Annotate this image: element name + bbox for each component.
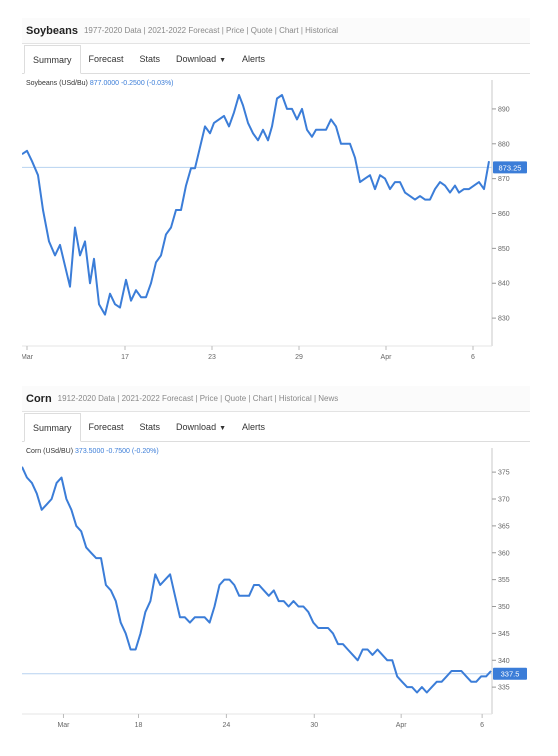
soybeans-x-tick-label: Apr (381, 354, 393, 361)
corn-x-tick-label: Mar (57, 722, 70, 729)
corn-current-price-label: 337.5 (501, 670, 520, 679)
soybeans-y-tick-label: 890 (498, 106, 510, 113)
corn-series-line (22, 466, 492, 694)
corn-chart-area: 335 340 345 350 355 360 365 370 375 Mar 18 24 30 Apr 6… (22, 442, 530, 732)
caret-down-icon: ▼ (219, 425, 227, 432)
corn-legend-value: 373.5000 -0.7500 (-0.20%) (75, 448, 159, 455)
corn-title: Corn (26, 392, 52, 405)
soybeans-chart-area: 830 840 850 860 870 880 890 Mar 17 23 29 Apr 6 873.25… (22, 74, 530, 364)
tab-forecast[interactable]: Forecast (88, 422, 124, 432)
soybeans-x-tick-label: Mar (22, 354, 34, 361)
corn-legend-name: Corn (USd/BU) (26, 448, 74, 455)
corn-chart[interactable]: 335 340 345 350 355 360 365 370 375 Mar 18 24 30 Apr 6… (22, 442, 530, 732)
tab-download[interactable]: Download ▼ (168, 413, 234, 440)
corn-x-tick-label: Apr (396, 722, 408, 729)
corn-tabs: Summary Forecast Stats Download ▼ Alerts (22, 412, 530, 442)
soybeans-y-tick-label: 880 (498, 141, 510, 148)
soybeans-panel: Soybeans 1977-2020 Data | 2021-2022 Fore… (22, 18, 530, 370)
soybeans-title: Soybeans (26, 24, 78, 37)
corn-y-tick-label: 360 (498, 550, 510, 557)
corn-y-tick-label: 375 (498, 470, 510, 477)
corn-current-price-badge (493, 667, 527, 680)
corn-y-tick-label: 365 (498, 523, 510, 530)
tab-summary[interactable]: Summary (24, 412, 81, 442)
tab-download[interactable]: Download ▼ (168, 45, 234, 72)
soybeans-y-tick-label: 840 (498, 281, 510, 288)
corn-y-tick-label: 350 (498, 604, 510, 611)
corn-y-tick-label: 340 (498, 658, 510, 665)
corn-y-tick-label: 345 (498, 631, 510, 638)
tab-stats[interactable]: Stats (139, 54, 161, 64)
soybeans-tabs: Summary Forecast Stats Download ▼ Alerts (22, 44, 530, 74)
soybeans-y-tick-label: 850 (498, 246, 510, 253)
corn-y-tick-label: 370 (498, 497, 510, 504)
soybeans-current-price-label: 873.25 (499, 163, 522, 172)
soybeans-x-tick-label: 29 (295, 354, 303, 361)
soybeans-legend: Soybeans (USd/Bu) 877.0000 -0.2500 (-0.0… (26, 80, 174, 87)
tab-alerts[interactable]: Alerts (242, 54, 266, 64)
soybeans-y-tick-label: 870 (498, 176, 510, 183)
corn-x-tick-label: 30 (310, 722, 318, 729)
soybeans-y-tick-label: 830 (498, 316, 510, 323)
soybeans-links[interactable]: 1977-2020 Data | 2021-2022 Forecast | Pr… (83, 26, 339, 35)
soybeans-x-tick-label: 6 (471, 354, 475, 361)
corn-legend: Corn (USd/BU) 373.5000 -0.7500 (-0.20%) (26, 448, 159, 455)
corn-x-tick-label: 24 (222, 722, 230, 729)
corn-header: Corn 1912-2020 Data | 2021-2022 Forecast… (22, 386, 530, 412)
soybeans-header: Soybeans 1977-2020 Data | 2021-2022 Fore… (22, 18, 530, 44)
soybeans-y-tick-label: 860 (498, 211, 510, 218)
corn-y-tick-label: 335 (498, 685, 510, 692)
soybeans-legend-value: 877.0000 -0.2500 (-0.03%) (89, 80, 174, 87)
tab-alerts[interactable]: Alerts (242, 422, 266, 432)
tab-summary[interactable]: Summary (24, 44, 81, 74)
caret-down-icon: ▼ (219, 57, 227, 64)
soybeans-current-price-badge (493, 161, 527, 174)
tab-download-label: Download (176, 54, 217, 64)
soybeans-x-tick-label: 23 (208, 354, 216, 361)
tab-stats[interactable]: Stats (139, 422, 161, 432)
tab-forecast[interactable]: Forecast (88, 54, 124, 64)
tab-download-label: Download (176, 422, 217, 432)
corn-x-tick-label: 6 (480, 722, 484, 729)
soybeans-x-tick-label: 17 (121, 354, 129, 361)
corn-panel: Corn 1912-2020 Data | 2021-2022 Forecast… (22, 386, 530, 738)
soybeans-chart[interactable]: 830 840 850 860 870 880 890 Mar 17 23 29 Apr 6 873.25 (22, 74, 530, 364)
soybeans-legend-name: Soybeans (USd/Bu) (26, 80, 88, 87)
soybeans-series-line (22, 94, 490, 316)
corn-y-tick-label: 355 (498, 577, 510, 584)
corn-x-tick-label: 18 (135, 722, 143, 729)
corn-links[interactable]: 1912-2020 Data | 2021-2022 Forecast | Pr… (57, 394, 339, 403)
